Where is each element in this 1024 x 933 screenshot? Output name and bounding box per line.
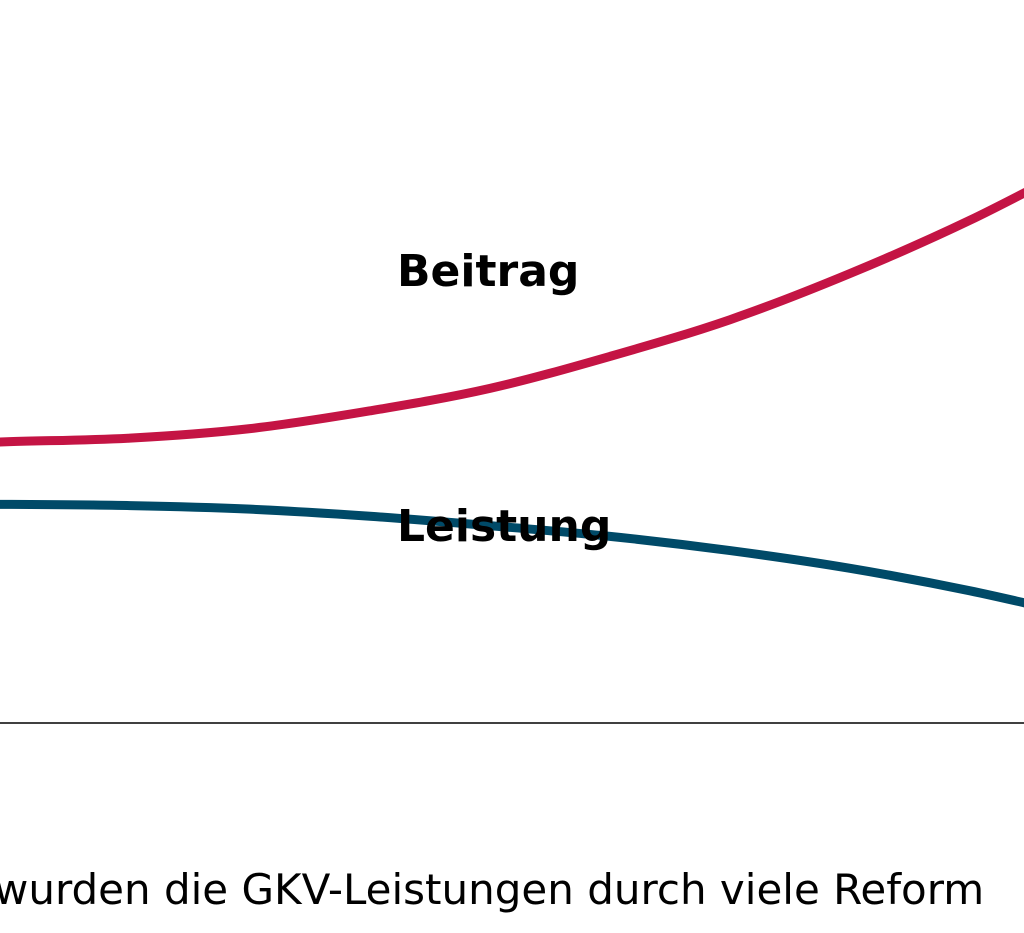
beitrag-label: Beitrag: [397, 246, 579, 297]
caption-text: wurden die GKV-Leistungen durch viele Re…: [0, 865, 985, 914]
leistung-line: [0, 499, 1024, 608]
leistung-label: Leistung: [397, 501, 611, 552]
beitrag-line: [0, 188, 1024, 447]
